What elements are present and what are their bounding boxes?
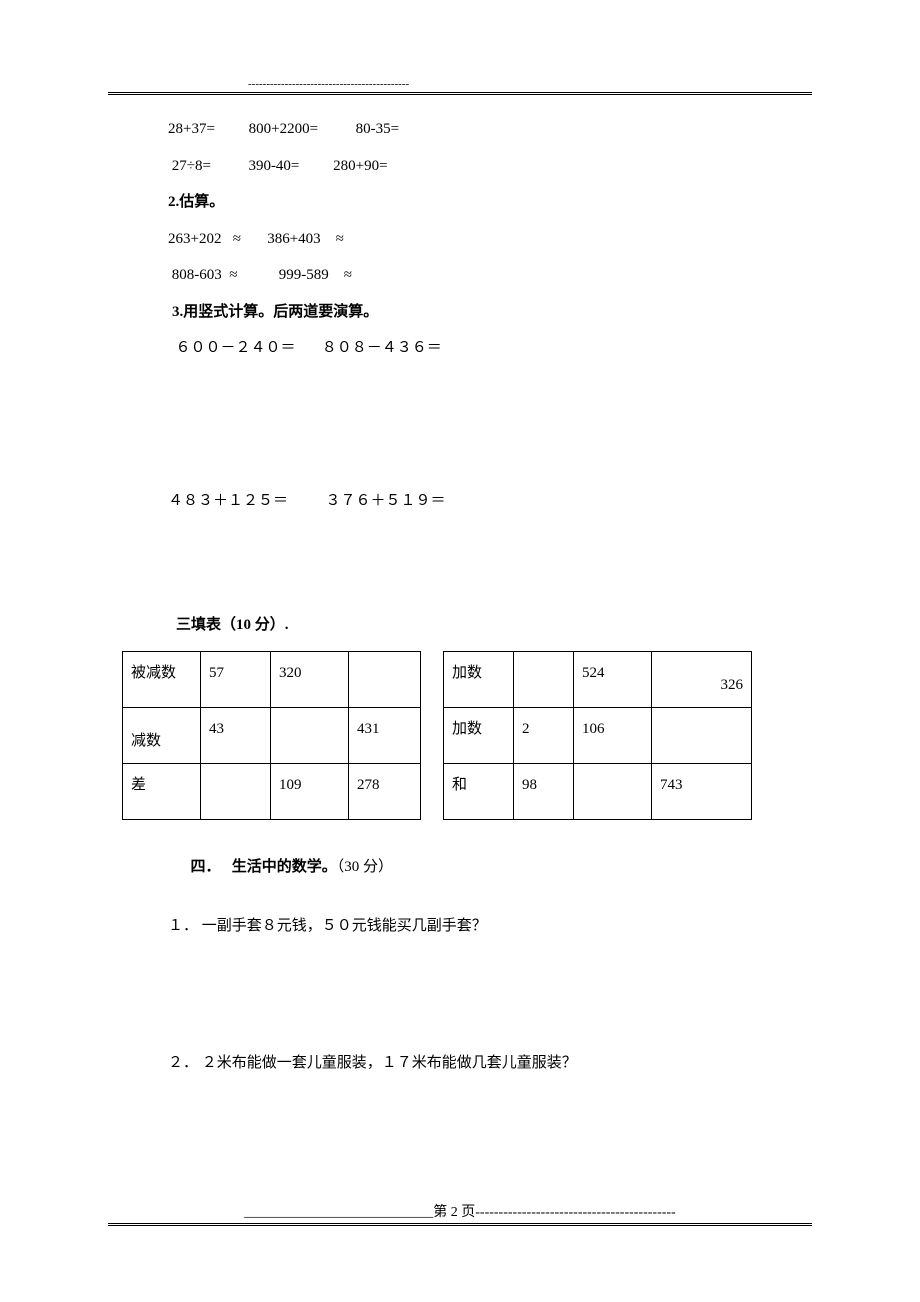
header-double-rule — [108, 92, 812, 95]
word-problem-1: １． 一副手套８元钱，５０元钱能买几副手套？ — [168, 915, 812, 938]
section-table-title: 三填表（10 分）. — [168, 614, 812, 637]
cell-value — [201, 763, 271, 819]
cell-label: 被减数 — [123, 651, 201, 707]
cell-value: 326 — [652, 651, 752, 707]
subtraction-table: 被减数 57 320 减数 43 431 差 109 278 — [122, 651, 421, 820]
cell-label: 减数 — [123, 707, 201, 763]
footer-text: ___________________________第 2 页--------… — [108, 1201, 812, 1221]
page-content: 28+37= 800+2200= 80-35= 27÷8= 390-40= 28… — [108, 76, 812, 1074]
footer-prefix: ___________________________ — [244, 1205, 433, 1220]
cell-value — [271, 707, 349, 763]
addition-table: 加数 524 326 加数 2 106 和 98 743 — [443, 651, 752, 820]
vertical-calc-row-2: ４８３＋１２５＝ ３７６＋５１９＝ — [168, 490, 812, 513]
section-4-title: 四． 生活中的数学。（30 分） — [168, 834, 812, 902]
table-row: 减数 43 431 — [123, 707, 421, 763]
header-dashes: ----------------------------------------… — [248, 78, 812, 90]
vertical-calc-space-2 — [168, 526, 812, 614]
cell-value: 57 — [201, 651, 271, 707]
table-row: 加数 2 106 — [444, 707, 752, 763]
footer-double-rule — [108, 1223, 812, 1226]
cell-value: 743 — [652, 763, 752, 819]
cell-label: 差 — [123, 763, 201, 819]
vertical-calc-row-1: ６００－２４０＝ ８０８－４３６＝ — [168, 337, 812, 360]
section-4-title-bold: 四． 生活中的数学。 — [191, 859, 337, 875]
footer-rule: ___________________________第 2 页--------… — [108, 1201, 812, 1226]
word-problem-2: ２． ２米布能做一套儿童服装，１７米布能做几套儿童服装？ — [168, 1052, 812, 1075]
section-4-points: （30 分） — [337, 859, 393, 875]
cell-value — [514, 651, 574, 707]
answer-space-1 — [168, 952, 812, 1052]
tables-container: 被减数 57 320 减数 43 431 差 109 278 — [122, 651, 812, 820]
estimate-row-1: 263+202 ≈ 386+403 ≈ — [168, 228, 812, 251]
table-row: 差 109 278 — [123, 763, 421, 819]
calc-row-1: 28+37= 800+2200= 80-35= — [168, 118, 812, 141]
cell-value: 431 — [349, 707, 421, 763]
cell-label: 加数 — [444, 651, 514, 707]
cell-value: 524 — [574, 651, 652, 707]
header-rule: ----------------------------------------… — [108, 78, 812, 95]
footer-suffix: ----------------------------------------… — [475, 1205, 675, 1220]
cell-value: 98 — [514, 763, 574, 819]
section-2-title: 2.估算。 — [168, 191, 812, 214]
cell-value: 2 — [514, 707, 574, 763]
estimate-row-2: 808-603 ≈ 999-589 ≈ — [168, 264, 812, 287]
cell-value: 109 — [271, 763, 349, 819]
cell-value: 320 — [271, 651, 349, 707]
calc-row-2: 27÷8= 390-40= 280+90= — [168, 155, 812, 178]
vertical-calc-space-1 — [168, 374, 812, 490]
page-number: 第 2 页 — [433, 1205, 475, 1220]
cell-value — [652, 707, 752, 763]
section-3-title: 3.用竖式计算。后两道要演算。 — [168, 301, 812, 324]
cell-value: 43 — [201, 707, 271, 763]
table-row: 和 98 743 — [444, 763, 752, 819]
table-row: 被减数 57 320 — [123, 651, 421, 707]
cell-label: 加数 — [444, 707, 514, 763]
cell-label: 和 — [444, 763, 514, 819]
cell-value — [574, 763, 652, 819]
cell-value — [349, 651, 421, 707]
cell-value: 278 — [349, 763, 421, 819]
table-row: 加数 524 326 — [444, 651, 752, 707]
cell-value: 106 — [574, 707, 652, 763]
